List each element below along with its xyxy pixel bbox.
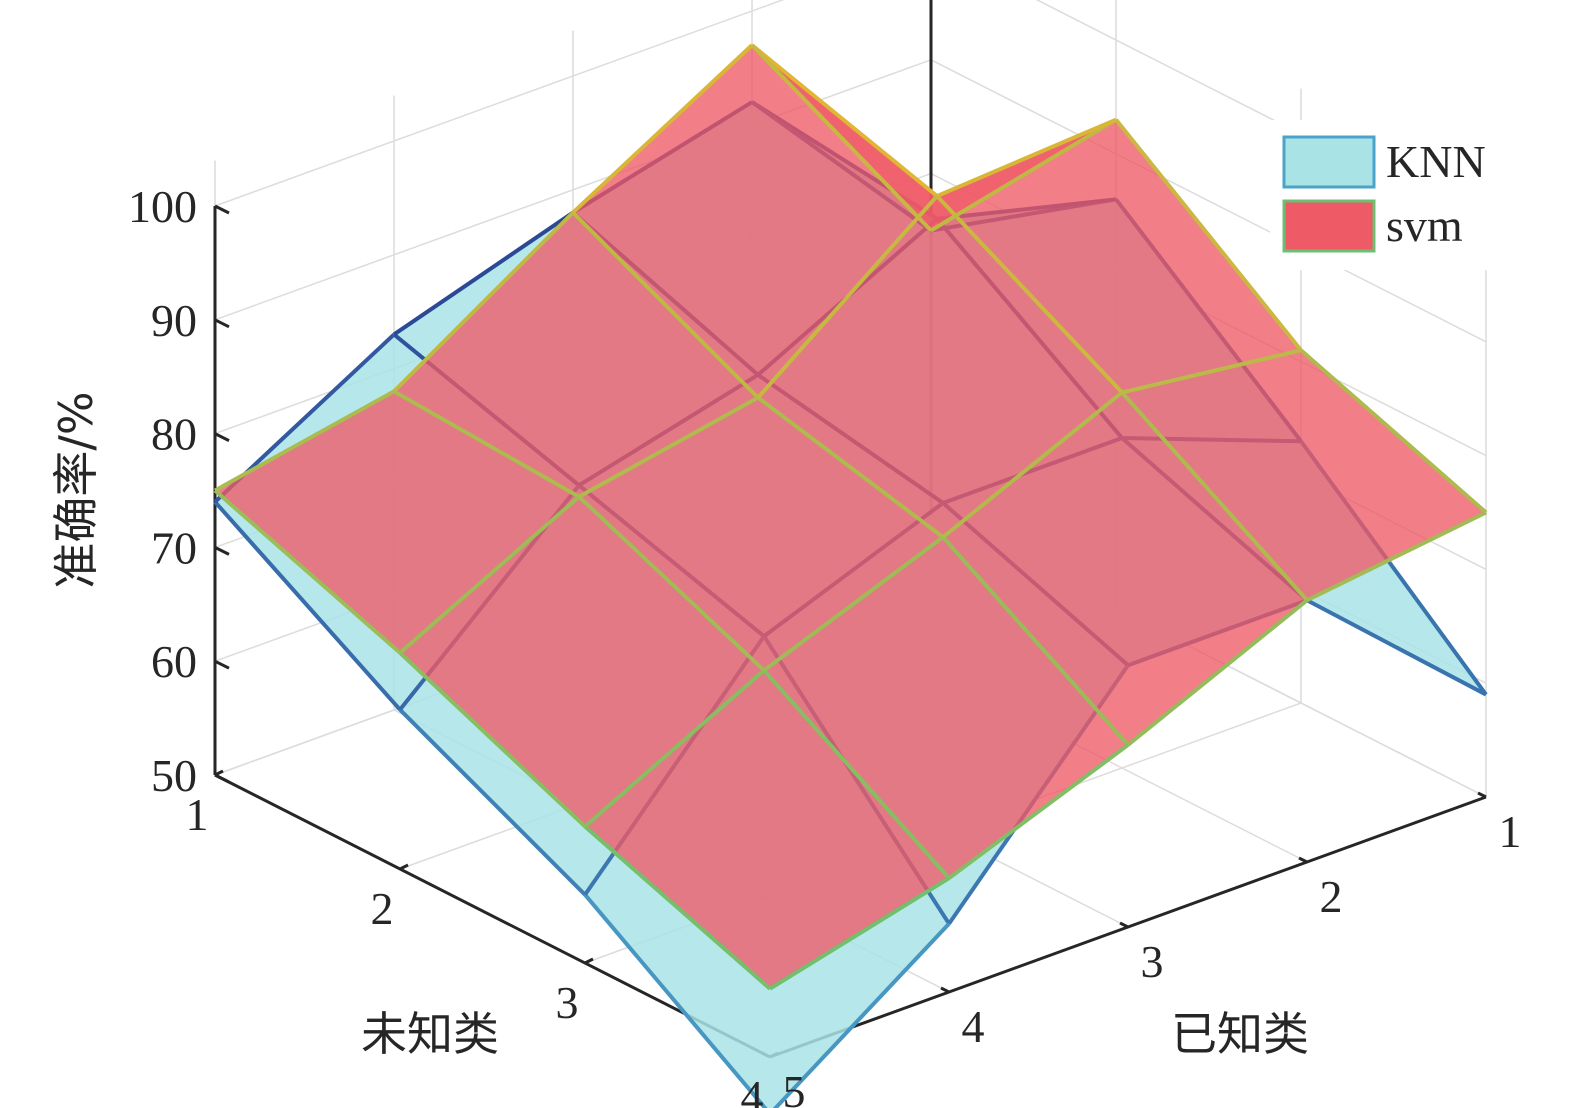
z-tick-label: 70 <box>151 522 197 573</box>
y-tick-label: 5 <box>783 1066 806 1108</box>
surface-edge <box>1114 118 1303 352</box>
surface-edge <box>750 43 939 198</box>
surface-edge <box>583 824 772 991</box>
y-tick-mark <box>1298 856 1308 864</box>
wall-grid-line <box>930 59 1487 343</box>
surface-edge <box>1299 348 1488 515</box>
surface-edge <box>571 43 754 215</box>
wall-grid-line <box>214 0 785 207</box>
z-tick-label: 100 <box>128 181 197 232</box>
surface-edge <box>947 743 1130 880</box>
surface-edge <box>756 396 945 539</box>
y-tick-label: 4 <box>962 1001 985 1052</box>
surface-patch <box>585 670 949 989</box>
z-tick-label: 50 <box>151 750 197 801</box>
surface-edge <box>750 43 933 232</box>
surface-edge <box>398 495 581 655</box>
z-tick-mark <box>214 659 230 670</box>
x-axis-line <box>214 773 771 1059</box>
surface-edge <box>768 876 951 991</box>
surface-edge <box>1126 598 1309 747</box>
surface-edge <box>213 488 402 655</box>
surface-patch <box>1122 350 1486 601</box>
y-tick-label: 1 <box>1499 806 1522 857</box>
surface-patch <box>394 212 758 497</box>
surface-patch <box>400 496 764 827</box>
x-tick-label: 4 <box>741 1071 764 1108</box>
surface-svm <box>213 43 1488 991</box>
surface-edge <box>393 389 580 499</box>
x-tick-label: 3 <box>556 977 579 1028</box>
x-tick-mark <box>399 863 409 871</box>
surface-edge <box>571 211 760 400</box>
z-tick-mark <box>214 318 230 329</box>
surface-edge <box>1306 598 1487 697</box>
surface-edge <box>392 210 575 337</box>
surface-edge <box>398 651 587 828</box>
z-tick-mark <box>214 432 230 442</box>
y-tick-mark <box>1477 791 1487 799</box>
surface-patch <box>579 397 943 671</box>
surface-edge <box>578 395 759 499</box>
surface-patch <box>758 196 1122 538</box>
surface-edge <box>583 668 766 828</box>
surface-edge <box>935 194 1124 394</box>
x-tick-label: 1 <box>186 789 209 840</box>
x-axis-title: 未知类 <box>361 1007 499 1061</box>
surface-edge <box>392 211 575 393</box>
z-tick-label: 80 <box>151 409 197 460</box>
y-axis-title: 已知类 <box>1171 1007 1309 1061</box>
x-tick-label: 2 <box>371 883 394 934</box>
surface-edge <box>1120 391 1309 602</box>
surface-patch <box>764 537 1128 879</box>
surface-edge <box>577 495 766 672</box>
surface-edge <box>936 117 1117 198</box>
y-tick-mark <box>940 986 950 994</box>
legend-swatch-knn <box>1282 135 1376 189</box>
legend-label-svm: svm <box>1386 200 1463 251</box>
legend-swatch-svm <box>1282 199 1376 253</box>
x-tick-mark <box>584 957 594 965</box>
surface-edge <box>583 893 768 1108</box>
surface-layer <box>213 43 1488 1108</box>
z-axis-title: 准确率/% <box>49 391 103 588</box>
surface-patch <box>943 392 1307 745</box>
surface-edge <box>398 708 587 897</box>
legend-label-knn: KNN <box>1386 136 1486 187</box>
z-tick-mark <box>214 204 230 215</box>
surface-edge <box>762 535 945 673</box>
z-tick-mark <box>214 546 230 556</box>
y-tick-label: 2 <box>1320 871 1343 922</box>
surface-edge <box>213 500 402 712</box>
legend: KNN svm <box>1270 120 1530 270</box>
y-tick-label: 3 <box>1141 936 1164 987</box>
surface-edge <box>762 669 951 880</box>
z-tick-mark <box>214 773 230 784</box>
x-tick-mark <box>214 769 224 777</box>
surface-edge <box>772 922 951 1108</box>
surface-edge <box>214 389 395 493</box>
surface-patch <box>937 119 1301 393</box>
surface-edge <box>1306 510 1487 603</box>
y-tick-mark <box>1119 921 1129 929</box>
surface-edge <box>1121 348 1302 395</box>
surface-patch <box>215 391 579 653</box>
surface-edge <box>756 194 939 399</box>
z-tick-label: 60 <box>151 636 197 687</box>
surface-edge <box>941 390 1124 539</box>
z-tick-label: 90 <box>151 295 197 346</box>
surface-edge <box>929 117 1118 233</box>
surface-edge <box>941 535 1130 747</box>
